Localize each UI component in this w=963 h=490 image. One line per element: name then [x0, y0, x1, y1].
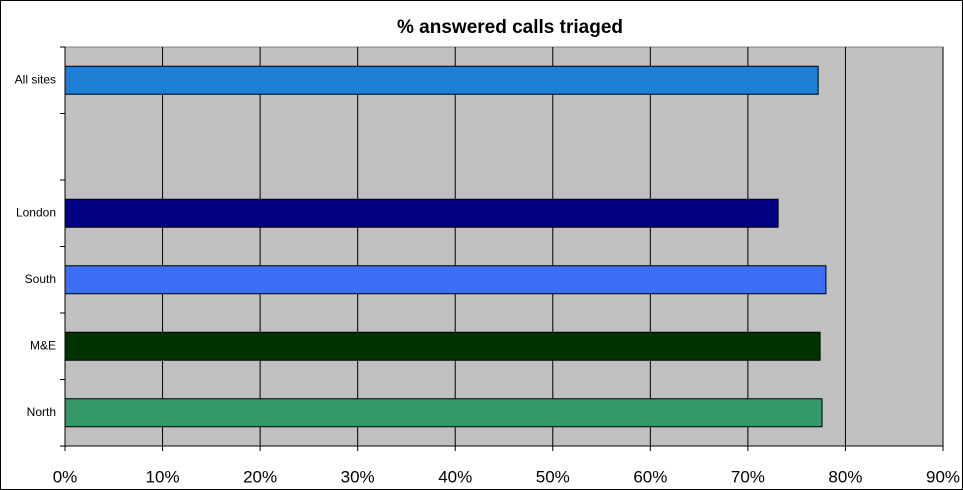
bar	[64, 398, 823, 428]
x-tick-label: 80%	[828, 467, 862, 486]
x-tick-label: 50%	[536, 467, 570, 486]
y-tick-label: London	[16, 205, 56, 219]
bar	[64, 198, 779, 228]
x-tick-label: 30%	[341, 467, 375, 486]
y-tick-label: All sites	[15, 72, 56, 86]
chart-title: % answered calls triaged	[397, 17, 623, 38]
x-tick-label: 20%	[243, 467, 277, 486]
x-tick-label: 0%	[53, 467, 78, 486]
x-tick-label: 10%	[146, 467, 180, 486]
bar	[64, 331, 821, 361]
bar	[64, 65, 819, 95]
plot-area	[64, 46, 944, 447]
x-tick-label: 60%	[633, 467, 667, 486]
x-tick-label: 70%	[731, 467, 765, 486]
y-tick-label: South	[25, 272, 56, 286]
x-tick-label: 90%	[926, 467, 960, 486]
y-tick-label: North	[27, 405, 56, 419]
y-tick-label: M&E	[30, 338, 56, 352]
x-tick-label: 40%	[438, 467, 472, 486]
bar	[64, 265, 827, 295]
